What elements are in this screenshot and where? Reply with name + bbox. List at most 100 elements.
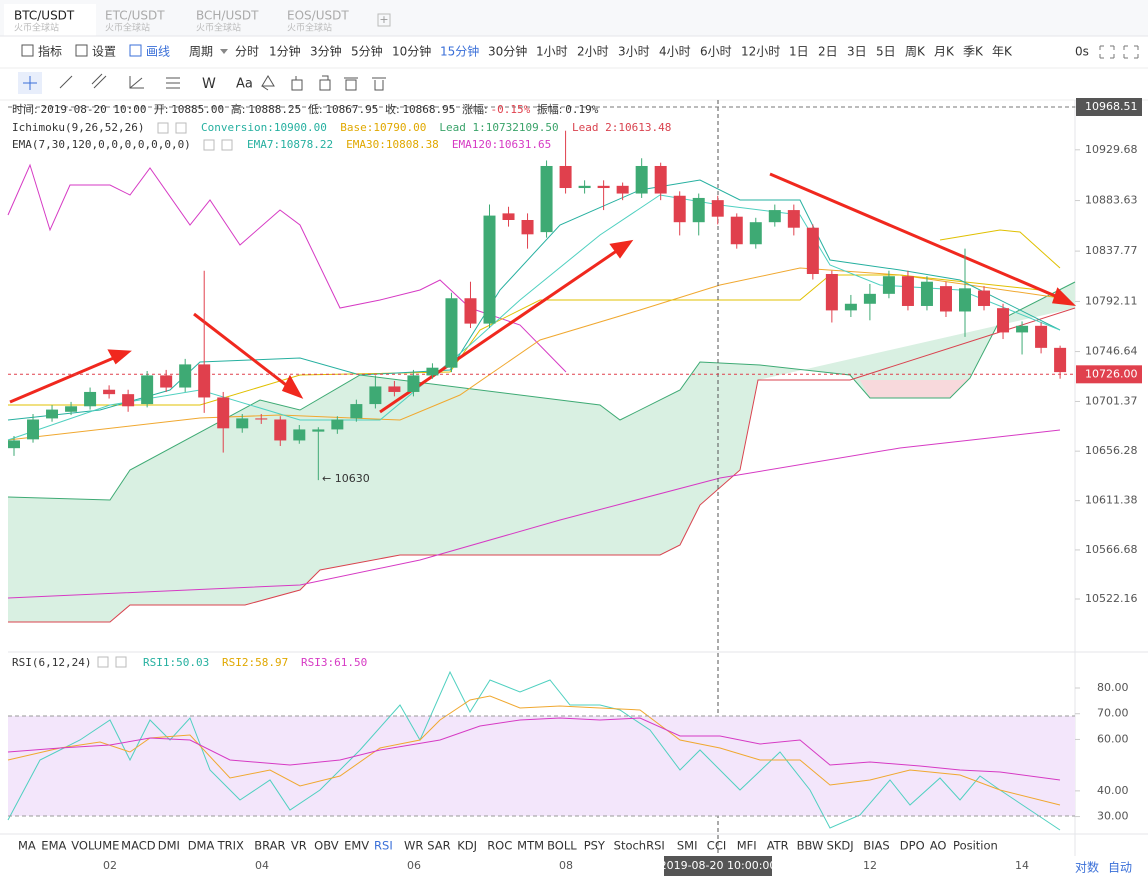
info-label: 振幅: <box>537 102 563 116</box>
indicator-tab[interactable]: PSY <box>584 839 606 853</box>
period[interactable]: 10分钟 <box>392 44 431 59</box>
toolbar-item[interactable]: 画线 <box>146 45 170 59</box>
ema7-line <box>7 194 1061 441</box>
indicator-tab[interactable]: VR <box>291 839 307 853</box>
indicator-tab[interactable]: DMA <box>188 839 215 853</box>
corner-log[interactable]: 对数 <box>1075 860 1099 875</box>
icon-close[interactable] <box>221 139 233 151</box>
period[interactable]: 15分钟 <box>440 44 479 59</box>
corner-auto[interactable]: 自动 <box>1108 861 1132 875</box>
period[interactable]: 分时 <box>235 45 259 59</box>
indicator-tab[interactable]: DMI <box>158 839 180 853</box>
icon-close[interactable] <box>115 656 127 668</box>
info-value: 10888.25 <box>248 103 301 116</box>
period[interactable]: 4小时 <box>659 45 691 59</box>
indicator-tab[interactable]: MA <box>18 839 36 853</box>
rsi-band <box>8 716 1075 816</box>
period[interactable]: 季K <box>963 45 984 59</box>
icon-close[interactable] <box>175 122 187 134</box>
indicator-tab[interactable]: ATR <box>767 839 789 853</box>
indicator-tab[interactable]: EMV <box>344 839 369 853</box>
tab-pair[interactable]: ETC/USDT <box>105 9 165 23</box>
period[interactable]: 3分钟 <box>310 44 342 59</box>
tool-erase[interactable] <box>344 77 358 91</box>
indicator-tab[interactable]: BBW <box>797 839 824 853</box>
y-tick-label: 10837.77 <box>1085 244 1138 257</box>
tool-brush[interactable] <box>261 75 275 91</box>
period[interactable]: 1小时 <box>536 45 568 59</box>
tool-angle[interactable] <box>129 76 144 89</box>
fullscreen[interactable] <box>1099 45 1139 59</box>
period[interactable]: 3小时 <box>618 45 650 59</box>
period[interactable]: 12小时 <box>741 45 780 59</box>
indicator-tab[interactable]: TRIX <box>217 839 244 853</box>
indicator-tab[interactable]: WR <box>404 839 423 853</box>
indicator-tab[interactable]: ROC <box>487 839 512 853</box>
indicator-tab[interactable]: MFI <box>737 839 757 853</box>
indicator-tab[interactable]: BRAR <box>254 839 285 853</box>
tool-text[interactable]: W <box>202 76 216 92</box>
period[interactable]: 月K <box>934 45 955 59</box>
candle-body <box>369 386 382 405</box>
indicator-tab[interactable]: BOLL <box>547 839 577 853</box>
tool-fib[interactable] <box>166 77 180 89</box>
period[interactable]: 周K <box>905 45 926 59</box>
indicator-tab[interactable]: BIAS <box>863 839 889 853</box>
indicator-tab[interactable]: KDJ <box>457 839 477 853</box>
tool-trash[interactable] <box>372 77 386 91</box>
icon-setting[interactable] <box>203 139 215 151</box>
period[interactable]: 1日 <box>789 45 809 59</box>
tab-pair[interactable]: BTC/USDT <box>14 9 75 23</box>
crosshair-date-box <box>664 856 772 876</box>
tab-pair[interactable]: BCH/USDT <box>196 9 259 23</box>
toolbar-item[interactable]: 指标 <box>38 44 62 59</box>
candle-body <box>141 375 154 405</box>
add-tab[interactable] <box>377 13 391 27</box>
period[interactable]: 年K <box>992 45 1013 59</box>
candle-body <box>293 429 306 441</box>
period-label[interactable]: 周期 <box>189 45 213 59</box>
info-label: 涨幅: <box>462 103 488 116</box>
indicator-tab[interactable]: DPO <box>900 839 925 853</box>
period[interactable]: 5日 <box>876 45 896 59</box>
indicator-tab[interactable]: EMA <box>41 839 66 853</box>
indicator-tab[interactable]: OBV <box>314 839 339 853</box>
toolbar-item[interactable]: 设置 <box>92 45 116 59</box>
period[interactable]: 5分钟 <box>351 44 383 59</box>
tool-text[interactable]: Aa <box>236 77 253 92</box>
period[interactable]: 2小时 <box>577 45 609 59</box>
toolbar-icon <box>129 44 142 57</box>
candle-body <box>217 397 230 429</box>
indicator-value: Lead 1:10732109.50 <box>439 121 558 134</box>
tab-pair[interactable]: EOS/USDT <box>287 9 349 23</box>
tool-channel[interactable] <box>91 73 107 89</box>
indicator-tab[interactable]: AO <box>930 839 947 853</box>
indicator-value: Conversion:10900.00 <box>201 121 327 134</box>
period[interactable]: 2日 <box>818 45 838 59</box>
candle-body <box>711 200 724 217</box>
period[interactable]: 1分钟 <box>269 44 301 59</box>
icon-setting[interactable] <box>97 656 109 668</box>
period[interactable]: 3日 <box>847 45 867 59</box>
candle-body <box>939 286 952 312</box>
indicator-tab[interactable]: SKDJ <box>827 839 854 853</box>
candle-body <box>502 213 515 220</box>
indicator-tab[interactable]: Position <box>953 839 998 853</box>
indicator-tab[interactable]: MACD <box>121 839 156 853</box>
indicator-tab[interactable]: VOLUME <box>71 839 119 853</box>
period[interactable]: 6小时 <box>700 45 732 59</box>
indicator-tab[interactable]: SAR <box>427 839 450 853</box>
indicator-icons <box>97 122 233 668</box>
toolbar-icon <box>21 44 34 57</box>
tool-lock[interactable] <box>291 76 303 91</box>
tool-lock-open[interactable] <box>319 75 331 91</box>
indicator-tab[interactable]: StochRSI <box>614 839 665 853</box>
indicator-tab[interactable]: SMI <box>677 839 698 853</box>
icon-setting[interactable] <box>157 122 169 134</box>
indicator-tab[interactable]: RSI <box>374 839 393 853</box>
tool-line[interactable] <box>59 75 73 89</box>
period[interactable]: 30分钟 <box>488 44 527 59</box>
indicator-tab[interactable]: CCI <box>707 839 726 853</box>
indicator-tab[interactable]: MTM <box>517 839 544 853</box>
candle-body <box>559 165 572 189</box>
